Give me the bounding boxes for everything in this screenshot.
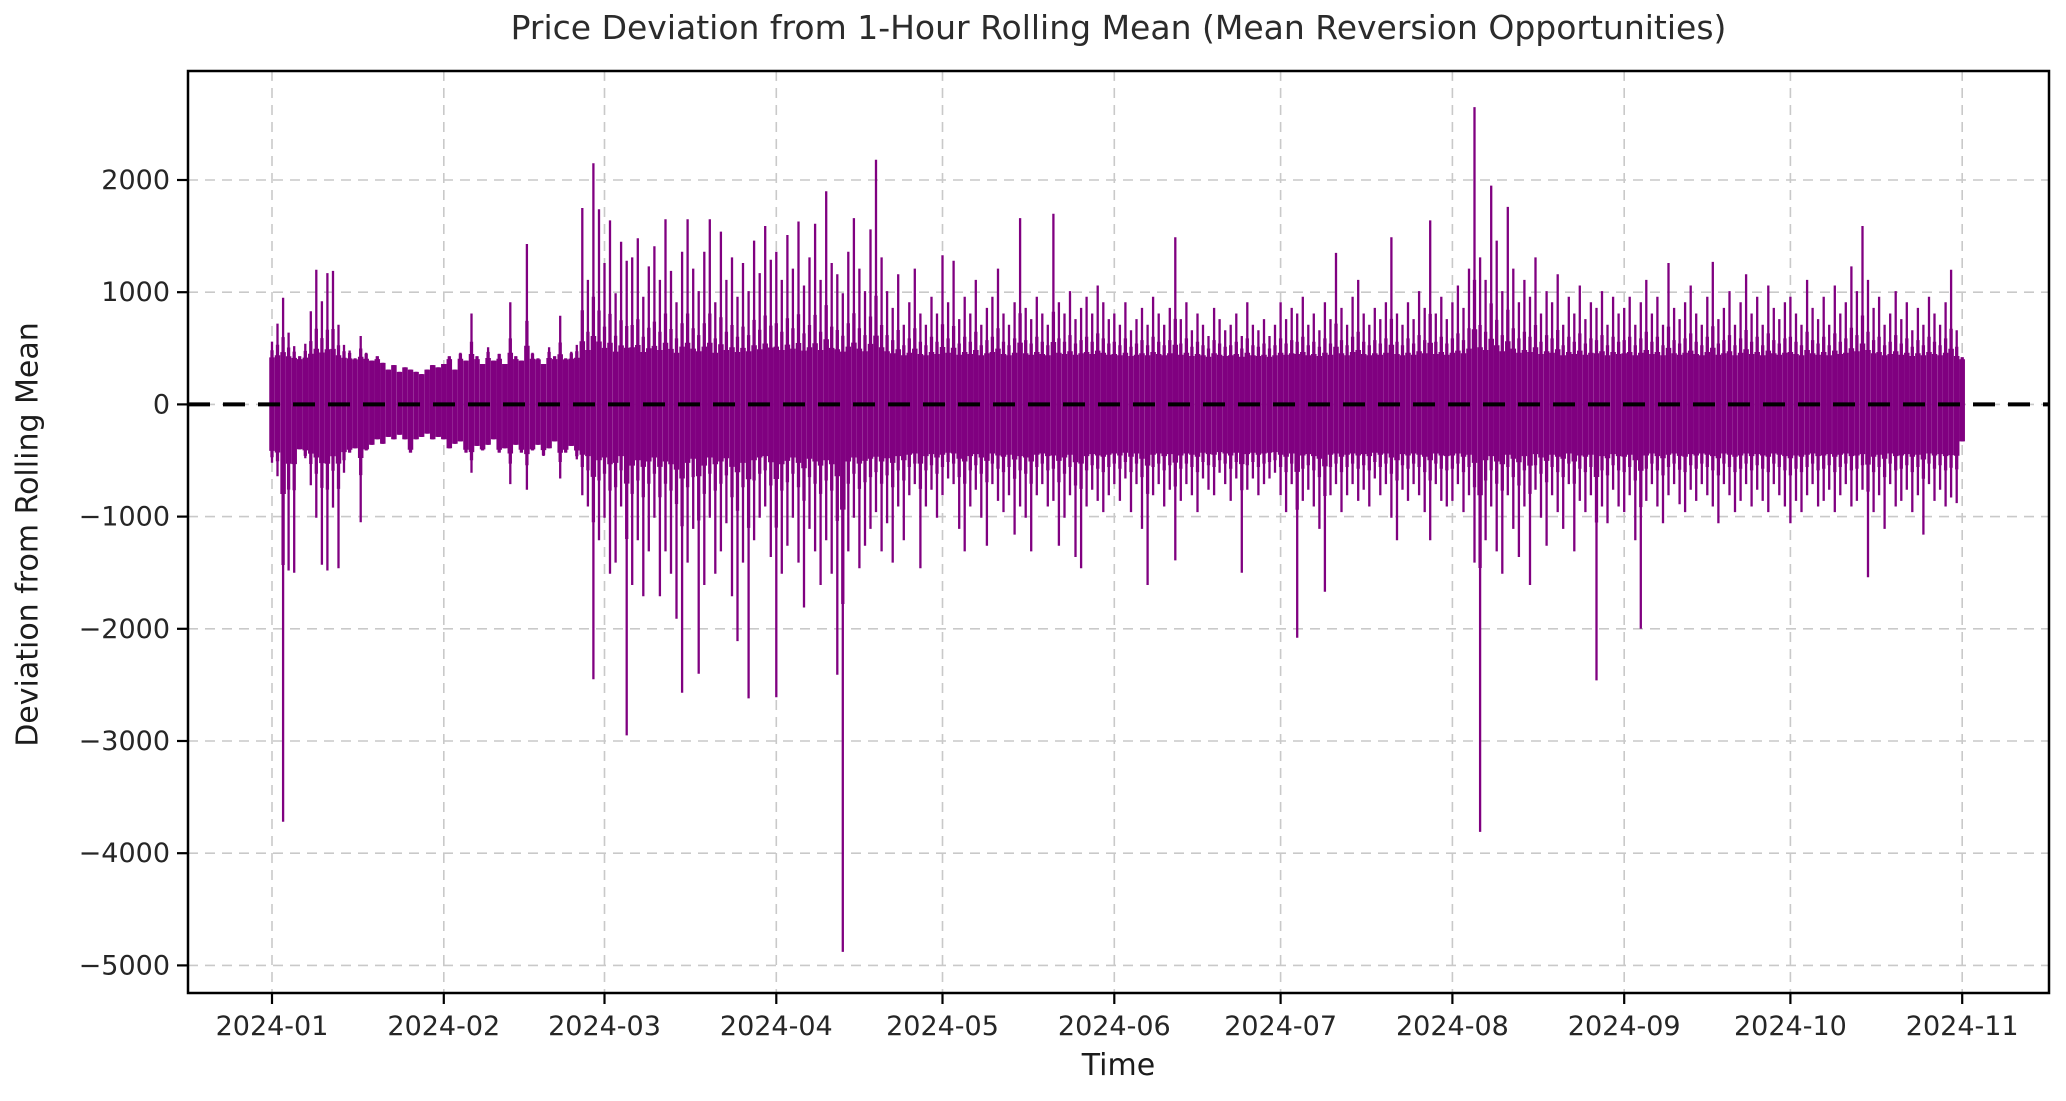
axes-spines (186, 69, 2051, 995)
x-tick-label: 2024-06 (1058, 1011, 1171, 1042)
y-tick-label: −1000 (79, 502, 170, 533)
x-tick-label: 2024-01 (216, 1011, 329, 1042)
x-tick-label: 2024-03 (548, 1011, 661, 1042)
y-tick-label: −5000 (79, 950, 170, 981)
x-axis-label: Time (1081, 1048, 1156, 1083)
x-tick-label: 2024-02 (387, 1011, 500, 1042)
y-tick-label: 1000 (101, 277, 170, 308)
x-tick-label: 2024-08 (1396, 1011, 1509, 1042)
chart-title: Price Deviation from 1-Hour Rolling Mean… (510, 8, 1727, 47)
x-tick-label: 2024-04 (720, 1011, 833, 1042)
y-tick-label: −3000 (79, 726, 170, 757)
x-tick-label: 2024-05 (886, 1011, 999, 1042)
y-tick-label: −4000 (79, 838, 170, 869)
y-tick-label: 2000 (101, 165, 170, 196)
x-tick-label: 2024-11 (1906, 1011, 2019, 1042)
x-tick-label: 2024-09 (1568, 1011, 1681, 1042)
x-tick-label: 2024-10 (1734, 1011, 1847, 1042)
y-tick-label: 0 (153, 389, 170, 420)
y-tick-label: −2000 (79, 614, 170, 645)
x-tick-label: 2024-07 (1224, 1011, 1337, 1042)
